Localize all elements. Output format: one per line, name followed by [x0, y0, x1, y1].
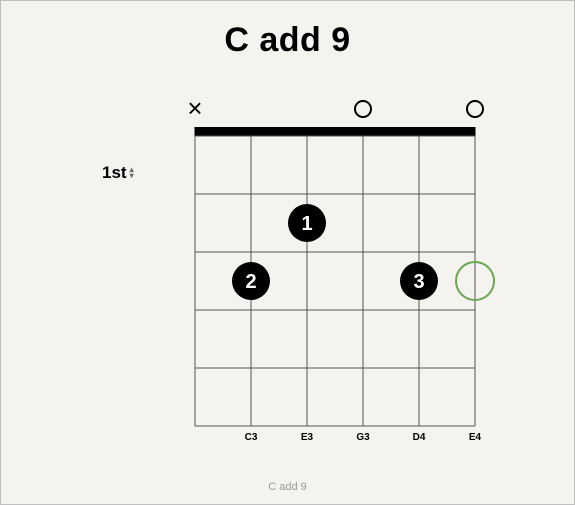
stepper-icon: ▴▾	[130, 167, 134, 179]
finger-number: 1	[301, 213, 312, 235]
fret-position-stepper[interactable]: 1st ▴▾	[102, 163, 134, 183]
finger-number: 3	[413, 271, 424, 293]
string-note-label: E4	[469, 432, 482, 443]
open-marker	[355, 101, 371, 117]
string-note-label: G3	[356, 432, 370, 443]
string-note-label: C3	[245, 432, 258, 443]
mute-marker: ×	[187, 96, 202, 123]
string-note-label: E3	[301, 432, 314, 443]
chord-card: C add 9 1st ▴▾ × 2 1 3 C3 E3 G3 D4 E4 C add 9	[0, 0, 575, 505]
chord-diagram: × 2 1 3 C3 E3 G3 D4 E4	[170, 96, 500, 456]
string-note-label: D4	[413, 432, 426, 443]
chord-title: C add 9	[1, 21, 574, 60]
nut	[195, 127, 476, 136]
finger-number: 2	[245, 271, 256, 293]
fret-position-label: 1st	[102, 163, 127, 183]
open-marker	[467, 101, 483, 117]
footer-caption: C add 9	[1, 481, 574, 493]
